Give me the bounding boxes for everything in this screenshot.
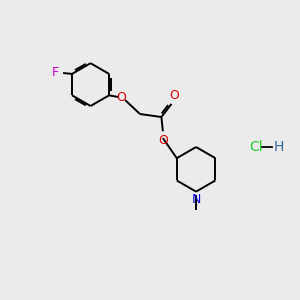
Text: N: N — [191, 193, 201, 206]
Text: H: H — [274, 140, 284, 154]
Text: O: O — [117, 91, 127, 104]
Text: O: O — [169, 88, 179, 102]
Text: Cl: Cl — [250, 140, 263, 154]
Text: F: F — [52, 66, 59, 79]
Text: O: O — [158, 134, 168, 147]
